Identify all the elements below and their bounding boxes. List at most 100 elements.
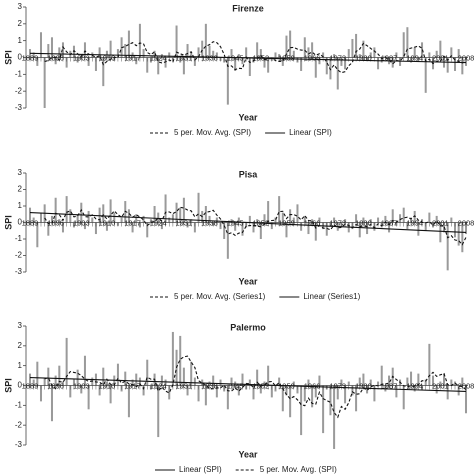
bar — [285, 385, 288, 396]
bar — [65, 57, 68, 68]
bar — [135, 373, 138, 386]
bar — [237, 54, 240, 58]
bar — [179, 335, 182, 386]
bar — [355, 385, 358, 412]
x-tick-label: 1966 — [304, 53, 321, 62]
bar — [428, 343, 431, 386]
bar — [142, 49, 145, 58]
bar — [355, 214, 358, 223]
y-tick-label: 0 — [18, 53, 23, 62]
x-tick-label: 1924 — [150, 218, 167, 227]
legend-label: 5 per. Mov. Avg. (SPI) — [260, 465, 337, 474]
bar — [230, 377, 233, 386]
bar — [65, 337, 68, 386]
bar — [237, 217, 240, 223]
bar — [377, 57, 380, 70]
bar — [223, 222, 226, 239]
bar — [464, 57, 468, 66]
bar — [457, 385, 460, 396]
bar — [300, 57, 303, 71]
y-tick-label: -3 — [15, 103, 23, 112]
bar — [362, 373, 365, 386]
bar — [292, 50, 295, 58]
bar — [399, 214, 402, 223]
bar — [208, 215, 211, 223]
bar — [47, 44, 50, 58]
bar — [234, 381, 237, 386]
bar — [278, 196, 281, 223]
bar — [373, 222, 376, 231]
bar — [146, 359, 149, 386]
bar — [336, 385, 339, 400]
bar — [446, 385, 449, 400]
bar — [69, 209, 72, 223]
bar — [358, 377, 361, 386]
x-axis-label: Year — [238, 112, 258, 122]
x-tick-label: 1987 — [381, 218, 398, 227]
bar — [424, 222, 427, 231]
bar — [259, 49, 262, 58]
bar — [182, 197, 185, 223]
bar — [94, 222, 97, 235]
bar — [50, 385, 53, 422]
x-tick-label: 1959 — [278, 53, 295, 62]
bar — [417, 222, 420, 236]
bar — [32, 52, 35, 58]
bar — [54, 375, 57, 386]
bar — [358, 54, 361, 58]
bar — [219, 379, 222, 386]
bar — [105, 222, 108, 231]
bar — [215, 52, 218, 58]
bar — [454, 222, 457, 238]
bar — [322, 52, 325, 58]
bar — [72, 379, 75, 386]
bar — [105, 50, 108, 58]
y-tick-label: -2 — [15, 251, 23, 260]
bar — [157, 212, 160, 223]
bar — [395, 385, 398, 398]
bar — [168, 217, 171, 223]
bar — [252, 222, 255, 233]
bar — [336, 57, 339, 90]
x-tick-label: 1924 — [150, 381, 167, 390]
y-tick-label: -3 — [15, 267, 23, 276]
bar — [43, 377, 46, 386]
bar — [402, 207, 405, 223]
bar — [289, 30, 292, 58]
bar — [32, 379, 35, 386]
bar — [391, 209, 394, 223]
bar — [344, 57, 347, 70]
y-tick-label: -1 — [15, 69, 23, 78]
x-tick-label: 2001 — [432, 381, 449, 390]
bar — [267, 365, 270, 386]
x-tick-label: 1980 — [355, 381, 372, 390]
bar — [50, 37, 53, 58]
bar — [464, 385, 468, 414]
bar — [36, 57, 39, 66]
bar — [395, 52, 398, 58]
bar — [102, 204, 105, 223]
bar — [245, 47, 248, 58]
bar — [98, 385, 101, 396]
legend-label: Linear (Series1) — [303, 292, 360, 301]
bar — [281, 385, 284, 412]
bar — [435, 215, 438, 223]
x-tick-label: 1938 — [201, 381, 218, 390]
bar — [303, 385, 306, 402]
bar — [76, 369, 79, 386]
bar — [307, 47, 310, 58]
bar — [369, 52, 372, 58]
bar — [87, 210, 90, 223]
bar — [410, 371, 413, 386]
bar — [278, 377, 281, 386]
bar — [329, 385, 332, 416]
bar — [421, 219, 424, 223]
bar — [406, 27, 409, 58]
bar — [351, 38, 354, 58]
bar — [391, 57, 394, 68]
bar — [61, 381, 64, 386]
bar — [116, 363, 119, 386]
bar — [344, 385, 347, 404]
moving-average — [44, 41, 467, 74]
